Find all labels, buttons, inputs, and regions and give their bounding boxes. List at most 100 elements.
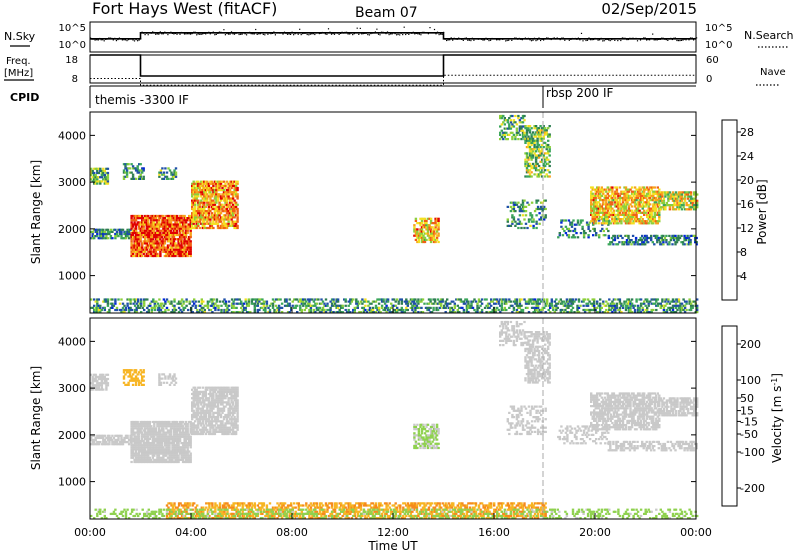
power-cell: [624, 304, 628, 307]
power-cell: [133, 229, 136, 232]
power-cell: [210, 212, 214, 215]
power-cell: [422, 226, 425, 229]
power-cell: [153, 244, 156, 247]
nsearch-point: [230, 31, 233, 33]
power-cell: [521, 125, 525, 128]
nsearch-point: [627, 38, 629, 41]
power-cell: [232, 300, 235, 303]
power-cell: [191, 218, 194, 221]
velocity-cell: [99, 375, 102, 378]
power-cell: [215, 197, 218, 200]
power-cell: [180, 219, 183, 222]
power-cell: [332, 311, 335, 314]
power-cell: [203, 210, 206, 213]
power-cell: [236, 203, 239, 206]
power-cell: [222, 218, 226, 221]
power-cell: [591, 220, 594, 223]
power-cell: [118, 228, 122, 231]
power-cell: [386, 306, 390, 309]
power-cell: [240, 306, 243, 309]
power-cell: [508, 133, 511, 136]
power-cell: [675, 239, 679, 242]
power-cell: [675, 241, 679, 244]
power-cell: [606, 205, 609, 208]
power-cell: [105, 180, 108, 183]
power-cell: [696, 298, 699, 301]
nsearch-point: [402, 34, 404, 36]
power-cell: [212, 216, 215, 219]
power-cell: [641, 211, 644, 214]
power-cell: [688, 300, 691, 303]
power-colorbar-tick-label: 8: [740, 246, 747, 259]
power-cell: [194, 205, 197, 208]
power-cell: [150, 300, 153, 303]
velocity-cell: [125, 371, 129, 374]
power-cell: [400, 300, 403, 303]
power-cell: [150, 229, 153, 232]
nsearch-point: [630, 37, 633, 40]
power-cell: [138, 236, 141, 239]
power-cell: [206, 300, 210, 303]
power-cell: [612, 218, 616, 221]
power-cell: [572, 219, 575, 222]
power-cell: [171, 250, 174, 253]
power-cell: [233, 298, 237, 301]
power-cell: [227, 304, 231, 307]
nsearch-point: [373, 32, 375, 34]
power-cell: [521, 135, 525, 139]
power-cell: [138, 214, 141, 218]
nsearch-point: [365, 32, 367, 34]
power-cell: [264, 300, 267, 303]
power-cell: [201, 197, 204, 200]
power-cell: [602, 201, 605, 204]
power-cell: [212, 201, 215, 204]
power-cell: [537, 148, 541, 151]
power-cell: [329, 311, 332, 314]
power-cell: [172, 227, 176, 230]
power-cell: [627, 298, 631, 301]
power-cell: [576, 304, 579, 307]
nsearch-point: [443, 31, 445, 33]
power-cell: [212, 191, 215, 194]
power-cell: [696, 193, 699, 196]
nsearch-point: [102, 39, 104, 41]
power-cell: [536, 306, 540, 309]
power-cell: [189, 219, 192, 222]
nsearch-point: [550, 38, 552, 41]
power-cell: [533, 133, 536, 136]
power-cell: [166, 250, 170, 253]
power-cell: [194, 218, 197, 221]
nsearch-point: [553, 37, 555, 39]
power-cell: [572, 234, 575, 237]
nsearch-point: [655, 39, 657, 41]
power-cell: [660, 243, 663, 246]
power-cell: [627, 311, 631, 314]
power-cell: [90, 167, 93, 170]
power-cell: [141, 250, 144, 253]
power-cell: [209, 189, 212, 192]
power-cell: [207, 203, 211, 206]
power-cell: [679, 304, 682, 307]
power-cell: [165, 306, 169, 309]
power-cell: [151, 238, 154, 241]
power-cell: [300, 300, 303, 303]
power-cell: [195, 191, 198, 194]
power-cell: [541, 169, 544, 172]
power-cell: [479, 300, 482, 303]
power-cell: [674, 197, 678, 200]
power-cell: [225, 197, 229, 200]
power-cell: [105, 235, 108, 238]
power-cell: [236, 189, 239, 192]
power-cell: [503, 306, 506, 309]
power-cell: [333, 302, 337, 305]
power-cell: [172, 236, 176, 239]
power-cell: [437, 222, 440, 225]
power-cell: [524, 125, 527, 128]
power-cell: [327, 308, 331, 312]
power-cell: [508, 117, 511, 120]
power-cell: [661, 304, 664, 307]
power-cell: [166, 238, 170, 241]
power-cell: [125, 175, 129, 178]
nsearch-point: [449, 39, 451, 41]
